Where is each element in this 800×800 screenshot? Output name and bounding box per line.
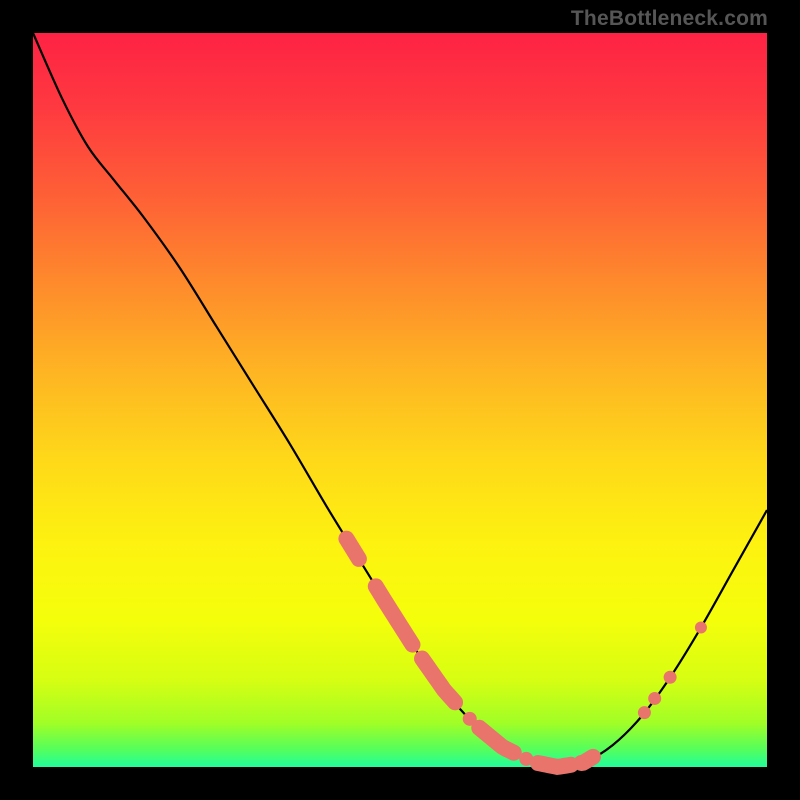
curve-marker-dot [519, 752, 533, 766]
curve-marker-segment [346, 539, 358, 559]
curve-marker-segment [538, 763, 571, 767]
plot-area [33, 33, 767, 767]
bottleneck-curve-chart [0, 0, 800, 800]
curve-marker-dot [638, 706, 651, 719]
chart-container: { "chart": { "type": "line", "canvas": {… [0, 0, 800, 800]
curve-marker-dot [664, 671, 677, 684]
curve-marker-segment [581, 757, 593, 763]
curve-marker-dot [463, 712, 477, 726]
plot-background [33, 33, 767, 767]
curve-marker-dot [648, 692, 661, 705]
curve-marker-dot [695, 622, 707, 634]
watermark-text: TheBottleneck.com [571, 7, 768, 31]
